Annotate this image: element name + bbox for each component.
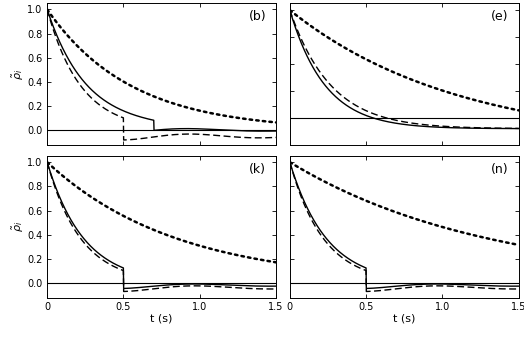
Text: (b): (b) — [248, 11, 266, 24]
Text: (k): (k) — [248, 163, 266, 176]
Text: (n): (n) — [492, 163, 509, 176]
X-axis label: t (s): t (s) — [393, 314, 416, 324]
Y-axis label: $\tilde{\rho}_i$: $\tilde{\rho}_i$ — [10, 68, 26, 80]
Y-axis label: $\tilde{\rho}_i$: $\tilde{\rho}_i$ — [10, 221, 26, 233]
Text: (e): (e) — [492, 11, 509, 24]
X-axis label: t (s): t (s) — [150, 314, 173, 324]
